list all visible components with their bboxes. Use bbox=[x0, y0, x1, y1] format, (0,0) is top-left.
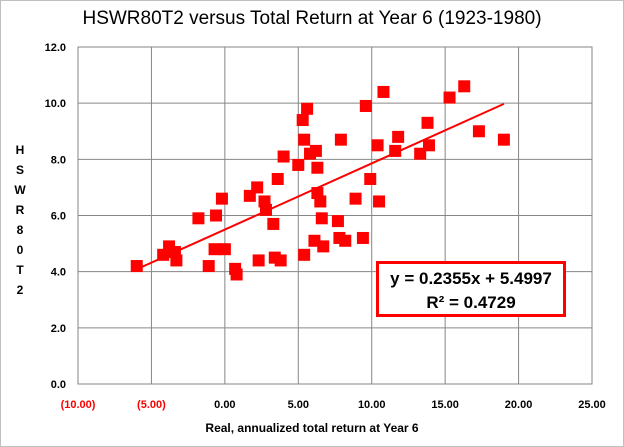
data-point bbox=[259, 203, 272, 216]
data-point bbox=[392, 130, 405, 143]
data-point bbox=[331, 215, 344, 228]
y-tick-label: 12.0 bbox=[45, 42, 66, 54]
data-point bbox=[215, 192, 228, 205]
data-point bbox=[274, 254, 287, 267]
data-point bbox=[170, 254, 183, 267]
x-tick-label: (5.00) bbox=[137, 399, 166, 411]
data-point bbox=[311, 161, 324, 174]
regression-equation-box: y = 0.2355x + 5.4997 R² = 0.4729 bbox=[376, 261, 566, 317]
data-point bbox=[364, 172, 377, 185]
data-point bbox=[210, 209, 223, 222]
data-point bbox=[301, 102, 314, 115]
y-tick-label: 8.0 bbox=[51, 154, 66, 166]
y-tick-label: 0.0 bbox=[51, 379, 66, 391]
data-point bbox=[252, 254, 265, 267]
x-tick-label: 20.00 bbox=[505, 399, 533, 411]
axes bbox=[77, 46, 593, 385]
data-point bbox=[157, 248, 170, 261]
y-tick-label: 2.0 bbox=[51, 323, 66, 335]
data-point bbox=[298, 133, 311, 146]
x-tick-labels: (10.00) (5.00) 0.00 5.00 10.00 15.00 20.00 25.0… bbox=[61, 399, 606, 411]
x-tick-label: 15.00 bbox=[431, 399, 459, 411]
data-point bbox=[472, 125, 485, 138]
regression-equation: y = 0.2355x + 5.4997 bbox=[390, 269, 552, 288]
data-point bbox=[314, 195, 327, 208]
data-point bbox=[315, 212, 328, 225]
y-axis-label-char: 2 bbox=[16, 283, 24, 297]
data-point bbox=[218, 243, 231, 256]
data-point bbox=[292, 158, 305, 171]
data-point bbox=[251, 181, 264, 194]
data-point bbox=[377, 85, 390, 98]
trendline bbox=[136, 102, 505, 271]
data-point bbox=[277, 150, 290, 163]
data-point bbox=[359, 99, 372, 112]
data-point bbox=[296, 114, 309, 127]
data-point bbox=[458, 80, 471, 93]
x-tick-label: (10.00) bbox=[61, 399, 96, 411]
data-point bbox=[356, 231, 369, 244]
data-point bbox=[422, 139, 435, 152]
trendline-group bbox=[136, 102, 505, 271]
y-axis-label-char: S bbox=[15, 163, 24, 177]
x-tick-label: 5.00 bbox=[288, 399, 309, 411]
data-point bbox=[497, 133, 510, 146]
data-point bbox=[309, 144, 322, 157]
data-point bbox=[130, 260, 143, 273]
x-tick-label: 25.00 bbox=[578, 399, 606, 411]
data-point bbox=[339, 234, 352, 247]
x-tick-label: 0.00 bbox=[214, 399, 235, 411]
data-point bbox=[230, 268, 243, 281]
data-point bbox=[389, 144, 402, 157]
y-axis-label-char: R bbox=[15, 203, 25, 217]
y-axis-label-char: W bbox=[14, 183, 26, 197]
y-tick-label: 4.0 bbox=[51, 267, 66, 279]
y-axis-label-char: 0 bbox=[16, 243, 24, 257]
y-tick-labels: 0.0 2.0 4.0 6.0 8.0 10.0 12.0 bbox=[45, 42, 66, 391]
data-point bbox=[371, 139, 384, 152]
data-point bbox=[192, 212, 205, 225]
data-point bbox=[334, 133, 347, 146]
r-squared: R² = 0.4729 bbox=[426, 293, 516, 312]
data-point bbox=[317, 240, 330, 253]
y-tick-label: 10.0 bbox=[45, 98, 66, 110]
y-axis-label-char: 8 bbox=[16, 223, 24, 237]
y-tick-label: 6.0 bbox=[51, 211, 66, 223]
data-point bbox=[298, 248, 311, 261]
data-point bbox=[373, 195, 386, 208]
data-point bbox=[349, 192, 362, 205]
data-points bbox=[130, 80, 510, 281]
data-point bbox=[208, 243, 221, 256]
data-point bbox=[202, 260, 215, 273]
x-axis-label: Real, annualized total return at Year 6 bbox=[205, 421, 419, 435]
x-tick-label: 10.00 bbox=[358, 399, 386, 411]
data-point bbox=[421, 116, 434, 129]
chart-title: HSWR80T2 versus Total Return at Year 6 (… bbox=[82, 8, 542, 29]
data-point bbox=[443, 91, 456, 104]
data-point bbox=[271, 172, 284, 185]
data-point bbox=[267, 217, 280, 230]
y-axis-label-char: H bbox=[15, 143, 25, 157]
y-axis-label-char: T bbox=[16, 263, 24, 277]
